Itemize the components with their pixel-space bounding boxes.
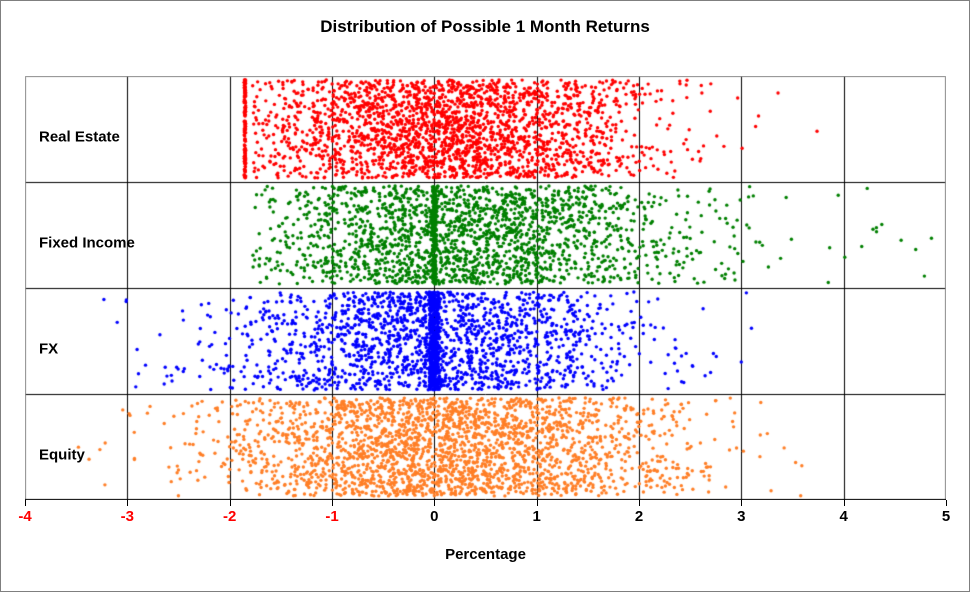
plot-area xyxy=(25,76,946,500)
x-tick-label: 4 xyxy=(839,508,848,525)
category-label-fixed-income: Fixed Income xyxy=(39,234,135,252)
x-tick-label: 3 xyxy=(737,508,746,525)
x-tick-mark xyxy=(536,500,538,506)
x-tick-label: -1 xyxy=(325,508,339,525)
x-tick-mark xyxy=(332,500,333,506)
x-tick-mark xyxy=(639,500,640,506)
x-tick-mark xyxy=(127,500,129,506)
x-tick-label: 2 xyxy=(634,508,644,525)
x-tick-label: 5 xyxy=(941,508,951,525)
category-label-fx: FX xyxy=(39,340,59,358)
category-label-real-estate: Real Estate xyxy=(39,128,120,146)
x-tick-mark xyxy=(229,500,231,506)
x-tick-mark xyxy=(434,500,436,506)
x-tick-mark xyxy=(25,500,26,506)
x-tick-mark xyxy=(946,500,947,506)
x-tick-label: 1 xyxy=(532,508,541,525)
x-tick-label: -4 xyxy=(18,508,32,525)
x-axis-title: Percentage xyxy=(445,546,526,563)
x-tick-mark xyxy=(843,500,845,506)
x-tick-mark xyxy=(741,500,743,506)
x-tick-label: -3 xyxy=(120,508,134,525)
category-label-equity: Equity xyxy=(39,446,85,464)
chart-title: Distribution of Possible 1 Month Returns xyxy=(320,17,650,36)
x-tick-label: 0 xyxy=(430,508,439,525)
x-tick-label: -2 xyxy=(222,508,237,525)
